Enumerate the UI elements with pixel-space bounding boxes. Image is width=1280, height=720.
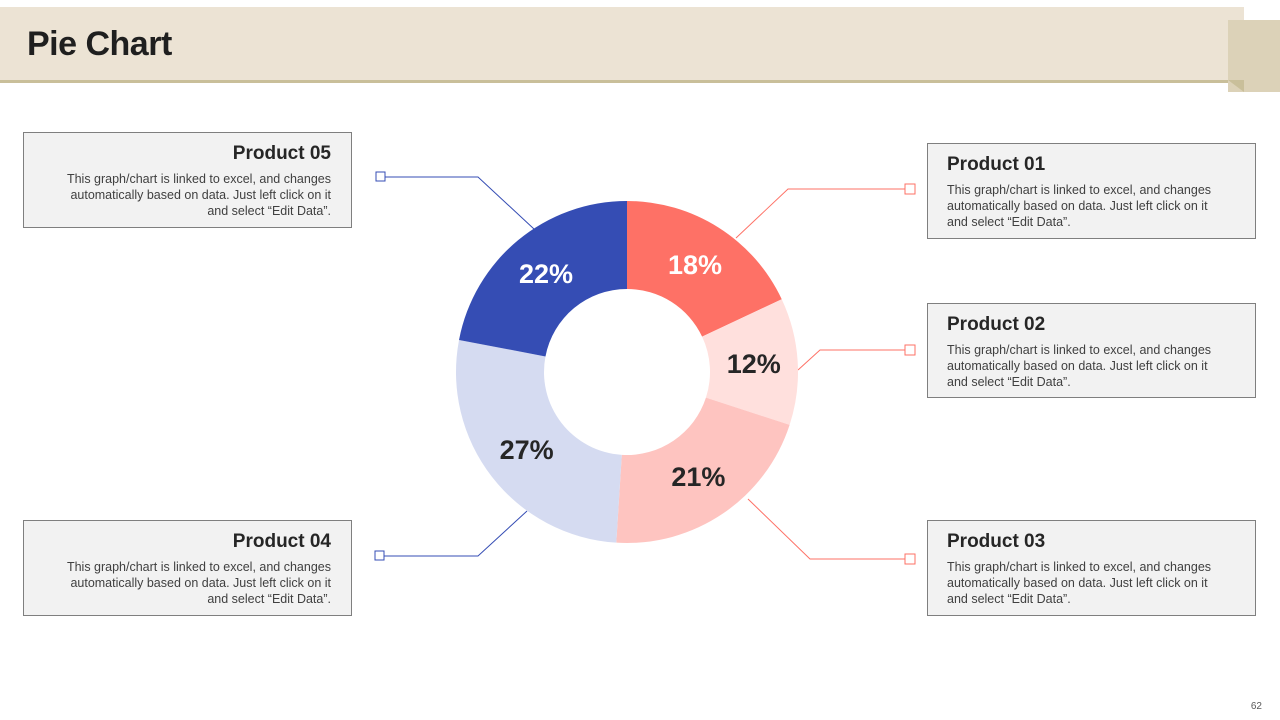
legend-description-product-04: This graph/chart is linked to excel, and… bbox=[66, 560, 331, 606]
legend-title-product-05: Product 05 bbox=[232, 143, 331, 164]
connector-marker-product-04 bbox=[374, 550, 385, 561]
connector-marker-product-02 bbox=[904, 344, 916, 356]
connector-line-product-03 bbox=[747, 498, 905, 560]
legend-box-product-04: Product 04 This graph/chart is linked to… bbox=[23, 520, 352, 616]
connector-line-product-05 bbox=[385, 176, 535, 230]
slice-label-product-03: 21% bbox=[671, 462, 725, 492]
title-fold-shadow bbox=[1228, 80, 1244, 92]
slice-label-product-01: 18% bbox=[668, 250, 722, 280]
legend-description-product-02: This graph/chart is linked to excel, and… bbox=[947, 343, 1212, 389]
legend-box-product-03: Product 03 This graph/chart is linked to… bbox=[927, 520, 1256, 616]
donut-slice-labels: 18% 12% 21% 27% 22% bbox=[500, 250, 781, 492]
donut-slice-product-01 bbox=[627, 201, 782, 337]
donut-slice-product-02 bbox=[702, 299, 798, 425]
connector-lines bbox=[374, 171, 916, 565]
donut-slice-product-03 bbox=[616, 397, 790, 543]
title-bar bbox=[0, 7, 1244, 83]
legend-title-product-04: Product 04 bbox=[232, 531, 331, 552]
page-title: Pie Chart bbox=[27, 25, 172, 63]
legend-title-product-03: Product 03 bbox=[947, 531, 1046, 552]
connector-line-product-04 bbox=[384, 510, 528, 557]
slice-label-product-05: 22% bbox=[519, 259, 573, 289]
connector-marker-product-05 bbox=[375, 171, 386, 182]
legend-description-product-05: This graph/chart is linked to excel, and… bbox=[66, 172, 331, 218]
legend-box-product-05: Product 05 This graph/chart is linked to… bbox=[23, 132, 352, 228]
connector-line-product-01 bbox=[735, 188, 905, 239]
donut-slice-product-05 bbox=[459, 201, 627, 357]
donut-slices bbox=[455, 201, 798, 543]
slice-label-product-04: 27% bbox=[500, 435, 554, 465]
connector-marker-product-03 bbox=[904, 553, 916, 565]
connector-marker-product-01 bbox=[904, 183, 916, 195]
legend-description-product-03: This graph/chart is linked to excel, and… bbox=[947, 560, 1212, 606]
donut-slice-product-04 bbox=[455, 339, 622, 543]
connector-line-product-02 bbox=[797, 349, 905, 371]
slice-label-product-02: 12% bbox=[727, 349, 781, 379]
legend-title-product-01: Product 01 bbox=[947, 154, 1046, 175]
legend-title-product-02: Product 02 bbox=[947, 314, 1046, 335]
legend-box-product-01: Product 01 This graph/chart is linked to… bbox=[927, 143, 1256, 239]
legend-box-product-02: Product 02 This graph/chart is linked to… bbox=[927, 303, 1256, 398]
legend-description-product-01: This graph/chart is linked to excel, and… bbox=[947, 183, 1212, 229]
page-number: 62 bbox=[1250, 701, 1262, 712]
